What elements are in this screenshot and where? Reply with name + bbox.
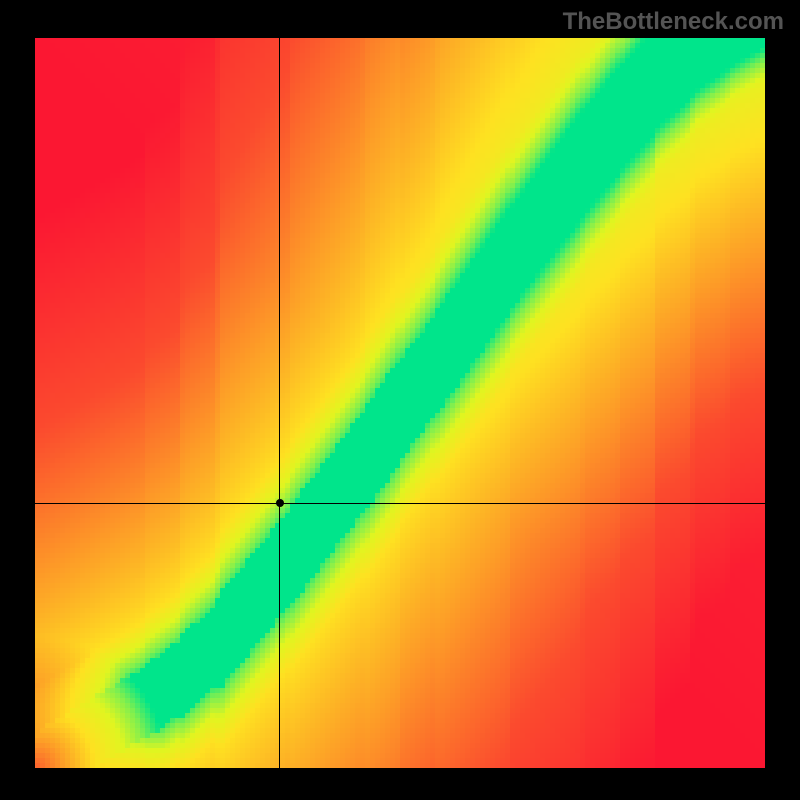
crosshair-vertical [279,38,280,768]
crosshair-marker [276,499,284,507]
crosshair-horizontal [35,503,765,504]
plot-area [35,38,765,768]
watermark-text: TheBottleneck.com [563,8,784,36]
bottleneck-heatmap [35,38,765,768]
